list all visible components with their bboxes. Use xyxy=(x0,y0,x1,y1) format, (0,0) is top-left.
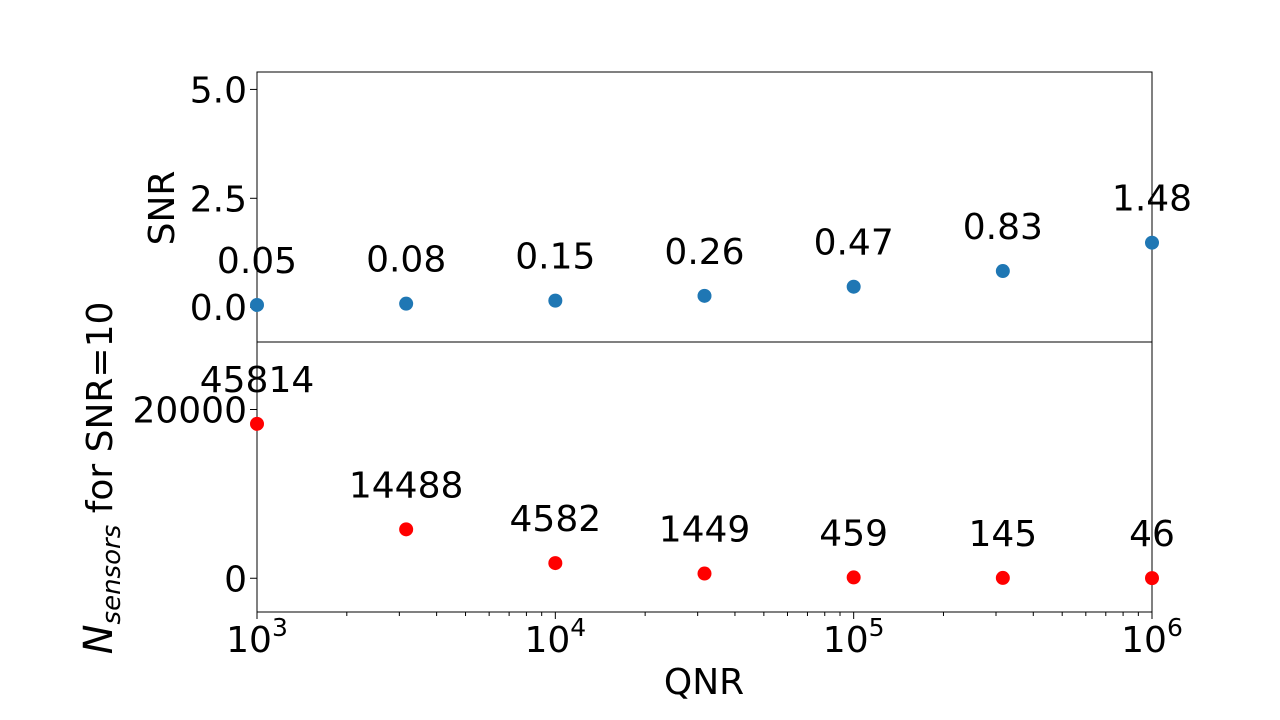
nsensors-point xyxy=(697,566,712,581)
x-tick-label: 104 xyxy=(524,613,586,661)
snr-data-label: 0.83 xyxy=(963,207,1043,248)
snr-point xyxy=(995,264,1010,279)
snr-point xyxy=(548,293,563,308)
x-tick-label: 103 xyxy=(226,613,288,661)
y-axis-title-n: N xyxy=(76,624,122,654)
nsensors-point xyxy=(1145,571,1159,586)
y-axis-title-snr: SNR xyxy=(142,171,183,246)
snr-ytick-label: 0.0 xyxy=(190,288,247,329)
nsensors-ytick-label: 20000 xyxy=(132,391,247,432)
nsensors-ytick-label: 0 xyxy=(224,559,247,600)
snr-ytick-label: 2.5 xyxy=(190,179,247,220)
x-tick-exponent: 5 xyxy=(869,613,885,642)
snr-point xyxy=(846,279,861,294)
nsensors-data-label: 145 xyxy=(968,514,1037,555)
nsensors-data-label: 46 xyxy=(1129,514,1175,555)
nsensors-data-label: 45814 xyxy=(200,360,315,401)
nsensors-point xyxy=(846,570,861,585)
x-tick-label: 105 xyxy=(823,613,885,661)
snr-subplot: 0.0 2.5 5.0 0.05 0.08 0.15 0.26 0.47 0.83 1.48 xyxy=(190,70,1192,343)
x-tick-label: 106 xyxy=(1121,613,1183,661)
nsensors-data-label: 4582 xyxy=(510,499,602,540)
x-tick-exponent: 3 xyxy=(272,613,288,642)
snr-point xyxy=(1145,235,1159,250)
x-tick-base: 10 xyxy=(823,620,869,661)
x-tick-base: 10 xyxy=(524,620,570,661)
snr-point xyxy=(250,297,264,312)
nsensors-data-label: 1449 xyxy=(659,510,751,551)
nsensors-frame xyxy=(256,341,1153,613)
x-tick-base: 10 xyxy=(1121,620,1167,661)
snr-data-label: 0.08 xyxy=(366,240,446,281)
y-axis-title-rest: for SNR=10 xyxy=(80,302,121,525)
y-axis-title-nsensors: Nsensors for SNR=10 xyxy=(76,302,127,655)
snr-ytick-label: 5.0 xyxy=(190,70,247,111)
x-tick-base: 10 xyxy=(226,620,272,661)
snr-point xyxy=(399,296,414,311)
y-axis-title-sub: sensors xyxy=(97,525,127,625)
x-tick-exponent: 4 xyxy=(570,613,586,642)
nsensors-point xyxy=(548,556,563,571)
snr-data-label: 0.05 xyxy=(217,241,297,282)
nsensors-point xyxy=(399,522,414,537)
nsensors-point xyxy=(995,570,1010,585)
nsensors-point xyxy=(250,416,264,431)
snr-data-label: 0.47 xyxy=(814,223,894,264)
snr-data-label: 0.26 xyxy=(664,232,744,273)
x-axis-title: QNR xyxy=(664,662,744,703)
snr-data-label: 1.48 xyxy=(1112,179,1192,220)
x-tick-exponent: 6 xyxy=(1167,613,1183,642)
nsensors-data-label: 459 xyxy=(819,513,888,554)
snr-data-label: 0.15 xyxy=(515,237,595,278)
snr-point xyxy=(697,288,712,303)
nsensors-data-label: 14488 xyxy=(349,465,464,506)
x-axis: 103 104 105 106 xyxy=(226,612,1183,661)
